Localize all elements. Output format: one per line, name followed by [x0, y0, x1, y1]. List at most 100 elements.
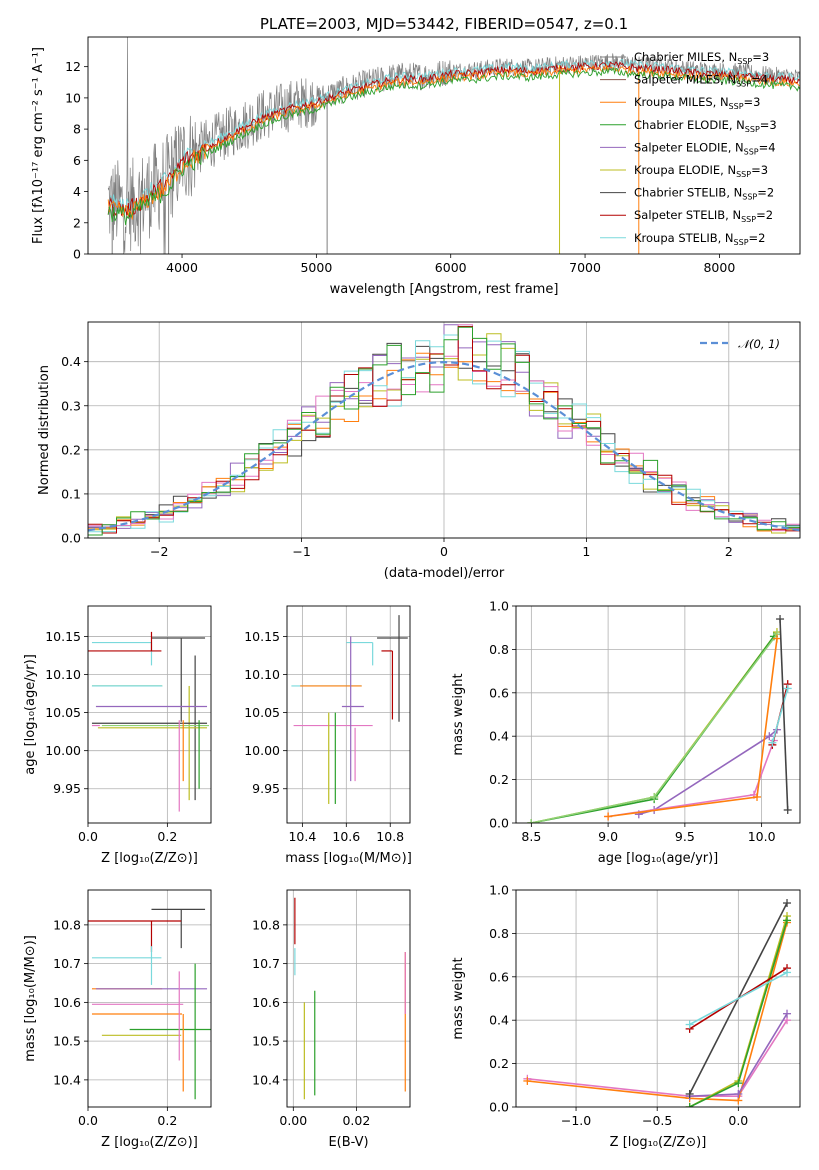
- massweight_vs_Z-marker-7-0: [685, 1020, 694, 1029]
- massweight_vs_age-frame: [515, 605, 801, 824]
- spectrum-legend-label-7: Salpeter STELIB, NSSP=2: [634, 208, 773, 224]
- massweight_vs_age-ytick-label-1: 0.2: [489, 772, 509, 787]
- age_vs_Z-xlabel: Z [log₁₀(Z/Z⊙)]: [101, 851, 198, 866]
- mass_vs_Z-ytick-label-4: 10.8: [53, 917, 81, 932]
- spectrum-ytick-label-0: 0: [73, 247, 81, 262]
- massweight_vs_age-line-7: [771, 688, 789, 743]
- mass_vs_ebv-xlabel: E(B-V): [328, 1135, 368, 1150]
- massweight_vs_Z-ytick-label-4: 0.8: [489, 926, 509, 941]
- age_vs_Z-point-2: [88, 631, 162, 652]
- massweight_vs_age-ytick-label-4: 0.8: [489, 642, 509, 657]
- residuals-legend-label: 𝒩(0, 1): [738, 337, 780, 351]
- massweight_vs_age-series-8: [776, 615, 792, 814]
- massweight_vs_Z-marker-5-1: [783, 899, 792, 908]
- spectrum-xtick-label-4: 8000: [703, 260, 735, 275]
- massweight_vs_age-ylabel: mass weight: [451, 673, 466, 755]
- massweight_vs_age-xtick-label-3: 10.0: [748, 829, 776, 844]
- spectrum-legend-label-4: Salpeter ELODIE, NSSP=4: [634, 140, 776, 156]
- massweight_vs_Z-axes: −1.0 −0.5 0.0 0.0 0.2 0.4 0.6 0.8 1.0 Z [log₁₀(Z/…: [451, 883, 801, 1150]
- age_vs_Z-point-1: [91, 641, 153, 666]
- massweight_vs_Z-marker-2-1: [734, 1089, 743, 1098]
- massweight_vs_age-xtick-label-0: 8.5: [521, 829, 541, 844]
- age_vs_mass-ytick-label-2: 10.05: [244, 705, 280, 720]
- residuals-xtick-label-1: −1: [292, 544, 310, 559]
- massweight_vs_age-marker-2-1: [650, 792, 659, 801]
- residuals-frame: [87, 321, 801, 539]
- massweight_vs_Z-ytick-label-0: 0.0: [489, 1100, 509, 1115]
- age_vs_mass-ytick-label-1: 10.00: [244, 743, 280, 758]
- residuals-ytick-label-2: 0.2: [61, 442, 81, 457]
- massweight_vs_age-marker-7-1: [783, 684, 792, 693]
- massweight_vs_Z-plot-area: [523, 899, 792, 1107]
- massweight_vs_age-series-3: [634, 725, 781, 819]
- spectrum-ytick-label-3: 6: [73, 153, 81, 168]
- spectrum-legend-label-1: Salpeter MILES, NSSP=4: [634, 73, 768, 89]
- spectrum-ytick-label-5: 10: [65, 90, 81, 105]
- massweight_vs_age-marker-5-1: [753, 792, 762, 801]
- age_vs_Z-point-0: [151, 637, 206, 722]
- spectrum-ytick-label-1: 2: [73, 215, 81, 230]
- spectrum-legend-label-6: Chabrier STELIB, NSSP=2: [634, 186, 774, 202]
- mass_vs_Z-plot-area: [88, 908, 211, 1100]
- age_vs_mass-point-2: [381, 650, 394, 720]
- massweight_vs_Z-series-2: [685, 1009, 792, 1101]
- massweight_vs_Z-ylabel: mass weight: [451, 957, 466, 1039]
- age_vs_mass-ytick-label-0: 9.95: [252, 781, 280, 796]
- age_vs_mass-xtick-label-0: 10.4: [288, 829, 316, 844]
- residuals-ytick-label-3: 0.3: [61, 398, 81, 413]
- age_vs_mass-ytick-label-3: 10.10: [244, 667, 280, 682]
- age_vs_mass-ytick-label-4: 10.15: [244, 629, 280, 644]
- massweight_vs_Z-ytick-label-5: 1.0: [489, 883, 509, 898]
- mass_vs_Z-ytick-label-1: 10.5: [53, 1034, 81, 1049]
- age_vs_Z-xtick-label-1: 0.2: [157, 829, 177, 844]
- age_vs_Z-ytick-label-3: 10.10: [45, 667, 81, 682]
- spectrum-legend-label-5: Kroupa ELODIE, NSSP=3: [634, 163, 768, 179]
- mass_vs_ebv-ytick-label-2: 10.6: [252, 995, 280, 1010]
- spectrum-model-line-2: [107, 63, 800, 220]
- massweight_vs_age-marker-5-2: [772, 634, 781, 643]
- age_vs_Z-frame: [87, 605, 212, 824]
- spectrum-ytick-label-2: 4: [73, 184, 81, 199]
- age_vs_mass-xtick-label-2: 10.8: [376, 829, 404, 844]
- age_vs_Z-axes: 0.0 0.2 9.95 10.00 10.05 10.10 10.15 Z [log₁₀(Z…: [23, 605, 212, 866]
- mass_vs_ebv-ytick-label-3: 10.7: [252, 956, 280, 971]
- mass_vs_Z-xlabel: Z [log₁₀(Z/Z⊙)]: [101, 1135, 198, 1150]
- age_vs_Z-xtick-label-0: 0.0: [78, 829, 98, 844]
- residuals-xtick-label-2: 0: [440, 544, 448, 559]
- spectrum-axes: 4000 5000 6000 7000 8000 0 2 4 6 8 10 12 wavelength …: [31, 36, 801, 297]
- massweight_vs_age-axes: 8.5 9.0 9.5 10.0 0.0 0.2 0.4 0.6 0.8 1.0 age [log₁…: [451, 599, 801, 866]
- spectrum-plot-area: [107, 37, 800, 254]
- residuals-legend: 𝒩(0, 1): [700, 337, 780, 351]
- residuals-histogram-7: [88, 326, 800, 536]
- spectrum-xtick-label-2: 6000: [435, 260, 467, 275]
- massweight_vs_age-xlabel: age [log₁₀(age/yr)]: [598, 851, 719, 866]
- massweight_vs_Z-marker-4-2: [783, 916, 792, 925]
- massweight_vs_age-ytick-label-2: 0.4: [489, 729, 509, 744]
- spectrum-model-line-3: [107, 66, 800, 225]
- age_vs_Z-ytick-label-4: 10.15: [45, 629, 81, 644]
- residuals-ylabel: Normed distribution: [37, 365, 52, 495]
- mass_vs_ebv-xtick-label-0: 0.00: [279, 1113, 307, 1128]
- mass_vs_Z-ytick-label-3: 10.7: [53, 956, 81, 971]
- massweight_vs_Z-frame: [515, 889, 801, 1108]
- massweight_vs_Z-ytick-label-1: 0.2: [489, 1056, 509, 1071]
- massweight_vs_Z-xlabel: Z [log₁₀(Z/Z⊙)]: [610, 1135, 707, 1150]
- mass_vs_ebv-ytick-label-1: 10.5: [252, 1034, 280, 1049]
- spectrum-legend-label-3: Chabrier ELODIE, NSSP=3: [634, 118, 777, 134]
- residuals-ytick-label-0: 0.0: [61, 531, 81, 546]
- massweight_vs_age-marker-2-0: [527, 819, 536, 823]
- mass_vs_Z-point-2: [91, 946, 162, 985]
- massweight_vs_Z-xtick-label-0: −1.0: [561, 1113, 591, 1128]
- spectrum-xlabel: wavelength [Angstrom, rest frame]: [330, 282, 559, 297]
- mass_vs_ebv-frame: [286, 889, 411, 1108]
- age_vs_Z-ytick-label-0: 9.95: [53, 781, 81, 796]
- spectrum-legend: Chabrier MILES, NSSP=3 Salpeter MILES, NS…: [600, 50, 777, 247]
- massweight_vs_age-marker-8-1: [783, 805, 792, 814]
- age_vs_Z-ytick-label-2: 10.05: [45, 705, 81, 720]
- spectrum-ylabel: Flux [fλ10⁻¹⁷ erg cm⁻² s⁻¹ A⁻¹]: [31, 47, 46, 244]
- age_vs_Z-plot-area: [88, 631, 210, 812]
- massweight_vs_Z-xtick-label-2: 0.0: [728, 1113, 748, 1128]
- mass_vs_Z-axes: 0.0 0.2 10.4 10.5 10.6 10.7 10.8 Z [log₁₀(Z/Z⊙)…: [23, 889, 212, 1150]
- residuals-xlabel: (data-model)/error: [384, 566, 505, 581]
- residuals-ytick-label-4: 0.4: [61, 354, 81, 369]
